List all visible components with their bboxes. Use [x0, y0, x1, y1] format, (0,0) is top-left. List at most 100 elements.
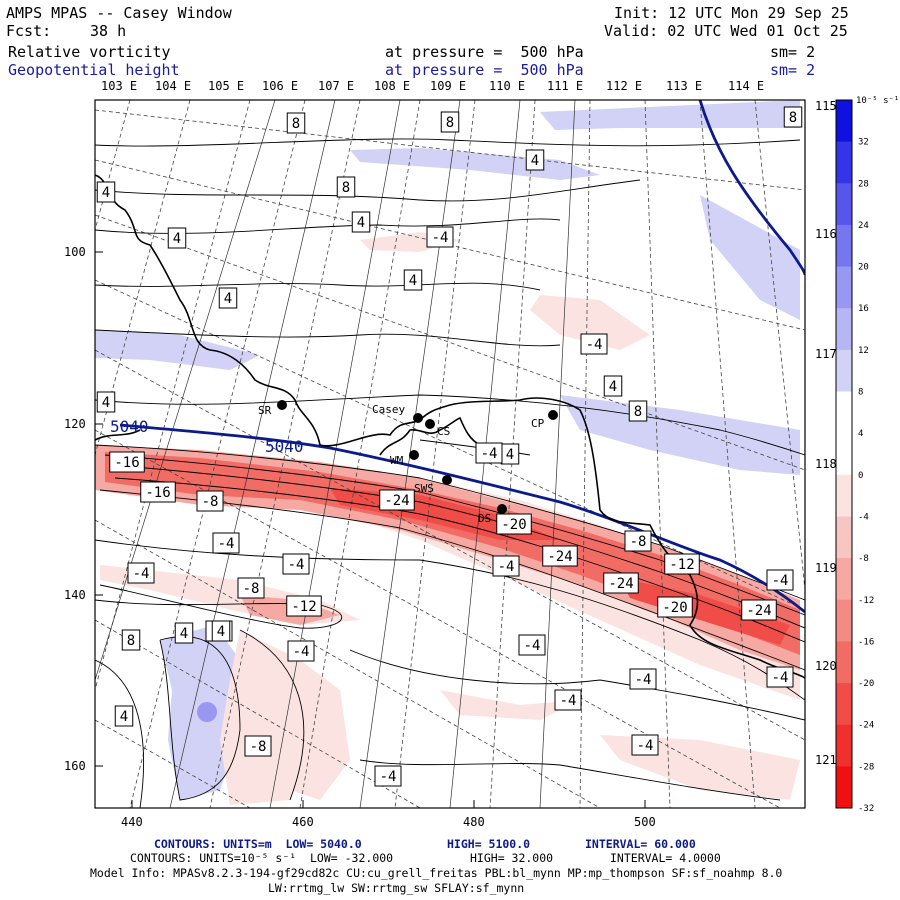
station-label-sws: SWS: [414, 482, 434, 495]
colorbar-swatch: [836, 433, 852, 476]
vorticity-contours: [95, 138, 805, 808]
colorbar-swatch: [836, 641, 852, 684]
lon-label: 105 E: [208, 79, 244, 93]
height-contour-info-interval: INTERVAL= 60.000: [585, 837, 696, 851]
lon-label: 106 E: [262, 79, 298, 93]
negative-vorticity-region: [105, 452, 800, 655]
vorticity-contour-label: 4: [351, 211, 371, 233]
pressure-level-2: at pressure = 500 hPa: [385, 61, 584, 79]
axis-ticks: [95, 251, 646, 808]
colorbar-units: 10⁻⁵ s⁻¹: [856, 96, 899, 106]
colorbar-label: -28: [858, 762, 874, 772]
colorbar-label: -8: [858, 554, 869, 564]
positive-vorticity-region: [700, 195, 800, 320]
colorbar-swatch: [836, 100, 852, 143]
vorticity-contour-label: -4: [554, 689, 582, 711]
colorbar-swatch: [836, 516, 852, 559]
colorbar-swatch: [836, 224, 852, 267]
init-time: Init: 12 UTC Mon 29 Sep 25: [614, 4, 849, 22]
svg-text:8: 8: [446, 115, 454, 131]
vorticity-contour-label: -4: [127, 562, 155, 584]
colorbar-label: 20: [858, 263, 869, 273]
x-tick-label: 500: [634, 815, 656, 829]
height-contour-info-high: HIGH= 5100.0: [447, 837, 531, 851]
x-tick-label: 460: [292, 815, 314, 829]
svg-text:-20: -20: [662, 600, 687, 616]
y-tick-label: 120: [64, 417, 86, 431]
vorticity-contour-label: -24: [603, 572, 639, 594]
svg-text:-4: -4: [288, 557, 305, 573]
colorbar-swatch: [836, 183, 852, 226]
vorticity-contour-label: 8: [783, 106, 803, 128]
station-label-cs: CS: [437, 425, 450, 438]
svg-text:4: 4: [506, 447, 514, 463]
svg-text:4: 4: [102, 185, 110, 201]
vorticity-contour-label: -24: [379, 489, 415, 511]
model-info-radiation: LW:rrtmg_lw SW:rrtmg_sw SFLAY:sf_mynn: [268, 881, 525, 895]
lon-label: 112 E: [606, 79, 642, 93]
station-label-casey: Casey: [372, 403, 405, 416]
colorbar-label: 32: [858, 138, 869, 148]
field-geopotential: Geopotential height: [8, 61, 180, 79]
model-title: AMPS MPAS -- Casey Window: [6, 4, 232, 22]
svg-text:4: 4: [409, 273, 417, 289]
colorbar-swatch: [836, 558, 852, 601]
height-contour-info-units: CONTOURS: UNITS=m LOW= 5040.0: [154, 837, 362, 851]
vorticity-contour-label: 4: [403, 269, 423, 291]
colorbar-swatch: [836, 474, 852, 517]
positive-vorticity-region: [540, 100, 800, 130]
vorticity-contour-label: -8: [624, 530, 652, 552]
vorticity-contour-label: 4: [114, 705, 134, 727]
vorticity-contour-label: 4: [603, 375, 623, 397]
svg-text:-4: -4: [498, 559, 515, 575]
colorbar-frame: [835, 99, 853, 809]
vorticity-contour-label: 4: [525, 149, 545, 171]
svg-text:4: 4: [217, 624, 225, 640]
vorticity-contour-label: -20: [657, 596, 693, 618]
colorbar-label: 16: [858, 304, 869, 314]
svg-text:4: 4: [102, 395, 110, 411]
colorbar-label: 4: [858, 429, 863, 439]
station-label-cp: CP: [531, 417, 545, 430]
vorticity-contour-label: -4: [492, 555, 520, 577]
svg-text:-16: -16: [145, 485, 170, 501]
vorticity-contour-label: 8: [336, 176, 356, 198]
lon-label: 114 E: [728, 79, 764, 93]
svg-text:-4: -4: [772, 573, 789, 589]
vorticity-shading: [95, 100, 800, 805]
y-tick-label: 100: [64, 245, 86, 259]
svg-text:-24: -24: [547, 549, 572, 565]
vorticity-contour-label: 8: [440, 111, 460, 133]
field-vorticity: Relative vorticity: [8, 43, 171, 61]
colorbar-swatch: [836, 599, 852, 642]
vorticity-contour-label: -16: [109, 451, 145, 473]
smoothing-1: sm= 2: [770, 43, 816, 61]
svg-text:-4: -4: [481, 446, 498, 462]
lon-label: 111 E: [547, 79, 583, 93]
svg-text:-24: -24: [384, 493, 409, 509]
svg-text:-20: -20: [501, 517, 526, 533]
vorticity-contour-label: -4: [426, 226, 454, 248]
negative-vorticity-region: [530, 295, 650, 350]
vorticity-contour-label: -8: [244, 735, 272, 757]
lon-label: 110 E: [489, 79, 525, 93]
x-tick-label: 480: [463, 815, 485, 829]
vorticity-contour-info-high: HIGH= 32.000: [470, 851, 554, 865]
model-grid: [95, 100, 576, 808]
colorbar-label: 12: [858, 346, 869, 356]
height-contour-label: 5040: [265, 437, 304, 456]
forecast-label: Fcst:: [6, 22, 52, 40]
colorbar-swatch: [836, 266, 852, 309]
model-info: Model Info: MPASv8.2.3-194-gf29cd82c CU:…: [90, 866, 783, 880]
svg-text:-12: -12: [291, 599, 316, 615]
y-tick-label: 140: [64, 588, 86, 602]
colorbar-label: 24: [858, 221, 869, 231]
svg-text:-4: -4: [772, 670, 789, 686]
svg-text:4: 4: [609, 379, 617, 395]
negative-vorticity-core: [620, 578, 790, 645]
svg-text:-4: -4: [635, 672, 652, 688]
svg-text:-24: -24: [746, 603, 771, 619]
vorticity-contour-label: -8: [237, 577, 265, 599]
vorticity-contour-label: -4: [631, 734, 659, 756]
